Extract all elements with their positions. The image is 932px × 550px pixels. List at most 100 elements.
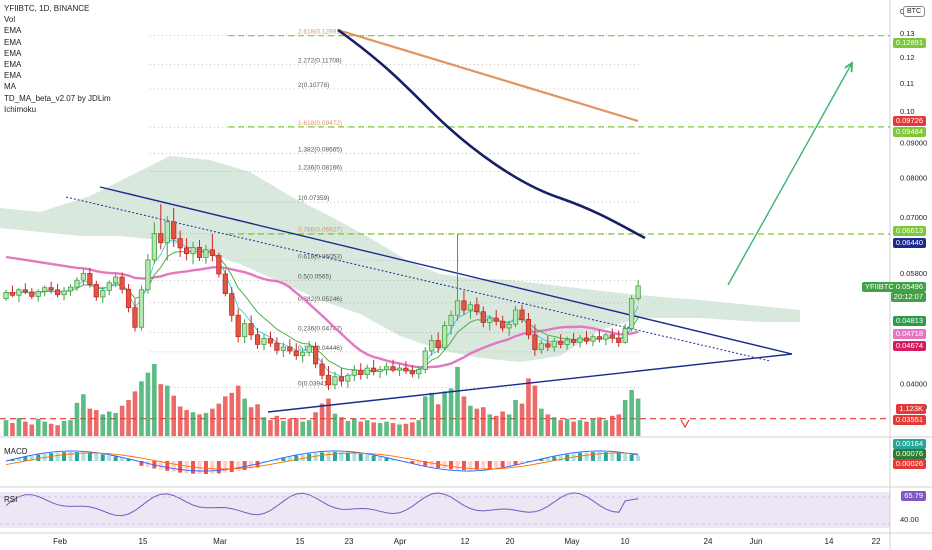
macd-histogram-bar (87, 452, 92, 461)
candle-body (280, 346, 286, 351)
volume-bar (42, 421, 47, 436)
macd-histogram-bar (461, 461, 466, 470)
macd-histogram-bar (429, 461, 434, 467)
legend-ema[interactable]: EMA (4, 26, 22, 36)
fib-level-label: 0.5(0.0565) (298, 274, 331, 281)
fib-level-label: 2.272(0.11708) (298, 57, 342, 64)
macd-histogram-bar (481, 461, 486, 470)
volume-bar (610, 415, 615, 436)
volume-bar (345, 420, 351, 436)
volume-bar (584, 421, 589, 436)
volume-bar (461, 396, 467, 436)
date-tick-label: Mar (213, 537, 227, 546)
macd-histogram-bar (332, 452, 337, 461)
volume-bar (87, 408, 93, 436)
volume-bar (397, 424, 402, 436)
macd-histogram-bar (410, 461, 415, 464)
volume-bar (3, 420, 9, 436)
macd-histogram-bar (539, 459, 544, 461)
candle-body (467, 304, 474, 311)
volume-bar (177, 406, 183, 436)
volume-bar (223, 396, 228, 436)
macd-histogram-bar (94, 453, 99, 461)
candle-body (358, 369, 364, 375)
macd-histogram-bar (468, 461, 473, 470)
currency-badge[interactable]: BTC (903, 6, 925, 17)
volume-bar (622, 400, 628, 436)
volume-bar (616, 414, 622, 436)
legend-ma[interactable]: MA (4, 82, 16, 92)
candle-body (390, 366, 396, 371)
volume-bar (629, 389, 634, 436)
volume-bar (293, 418, 299, 436)
macd-histogram-bar (358, 453, 363, 461)
price-label-fib: 0.12891 (892, 38, 926, 48)
legend-vol[interactable]: Vol (4, 15, 16, 25)
macd-histogram-bar (242, 461, 247, 471)
volume-bar (532, 385, 538, 436)
legend-ema[interactable]: EMA (4, 37, 22, 47)
rsi-pane-label[interactable]: RSI (4, 495, 18, 504)
volume-bar (29, 424, 35, 436)
candle-body (151, 233, 157, 261)
candle-body (80, 273, 86, 281)
candle-body (22, 289, 28, 293)
legend-symbol[interactable]: YFIIBTC, 1D, BINANCE (4, 4, 90, 13)
volume-bar (113, 412, 118, 436)
macd-histogram-bar (584, 452, 589, 461)
legend-ema[interactable]: EMA (4, 48, 22, 58)
candle-body (525, 319, 532, 336)
volume-bar (500, 411, 505, 436)
volume-bar (597, 417, 602, 436)
volume-bar (635, 398, 641, 436)
volume-bar (448, 388, 454, 436)
legend-ichimoku[interactable]: Ichimoku (4, 104, 37, 114)
macd-histogram-bar (384, 457, 389, 461)
volume-bar (184, 410, 189, 436)
macd-histogram-bar (313, 452, 318, 461)
candle-body (325, 374, 332, 386)
macd-histogram-bar (449, 461, 454, 470)
candle-body (583, 337, 590, 342)
macd-histogram-bar (165, 461, 170, 471)
volume-bar (603, 420, 609, 436)
date-tick-label: 22 (871, 537, 881, 546)
candle-body (435, 340, 441, 349)
macd-histogram-bar (126, 459, 131, 461)
candle-body (577, 337, 583, 343)
volume-bar (526, 378, 531, 436)
volume-bar (300, 421, 305, 436)
volume-bar (564, 418, 570, 436)
candle-body (35, 291, 41, 297)
candle-body (261, 338, 267, 345)
candle-body (545, 343, 551, 348)
macd-value-label: 0.00164 (892, 439, 926, 449)
candle-body (590, 336, 596, 342)
macd-histogram-bar (320, 452, 325, 461)
fib-level-label: 2(0.10778) (298, 82, 329, 89)
candle-body (512, 309, 519, 325)
legend-ema[interactable]: EMA (4, 71, 22, 81)
volume-bar (68, 420, 73, 436)
candle-body (216, 255, 222, 275)
candle-body (551, 340, 557, 348)
volume-bar (158, 384, 164, 436)
candle-body (9, 292, 16, 296)
date-tick-label: 12 (460, 537, 470, 546)
macd-pane-label[interactable]: MACD (4, 447, 28, 456)
macd-histogram-bar (184, 461, 189, 474)
legend-td-ma[interactable]: TD_MA_beta_v2.07 by JDLim (4, 93, 111, 103)
date-tick-label: Jun (749, 537, 763, 546)
date-tick-label: 20 (505, 537, 515, 546)
price-tick-label: 0.05800 (900, 269, 927, 278)
macd-value-label: 0.00076 (892, 449, 926, 459)
macd-histogram-bar (597, 452, 602, 461)
candle-body (396, 367, 403, 371)
volume-bar (164, 385, 170, 436)
legend-ema[interactable]: EMA (4, 60, 22, 70)
macd-histogram-bar (552, 456, 557, 461)
candle-body (474, 304, 480, 313)
candle-body (448, 314, 454, 326)
macd-histogram-bar (68, 452, 73, 461)
